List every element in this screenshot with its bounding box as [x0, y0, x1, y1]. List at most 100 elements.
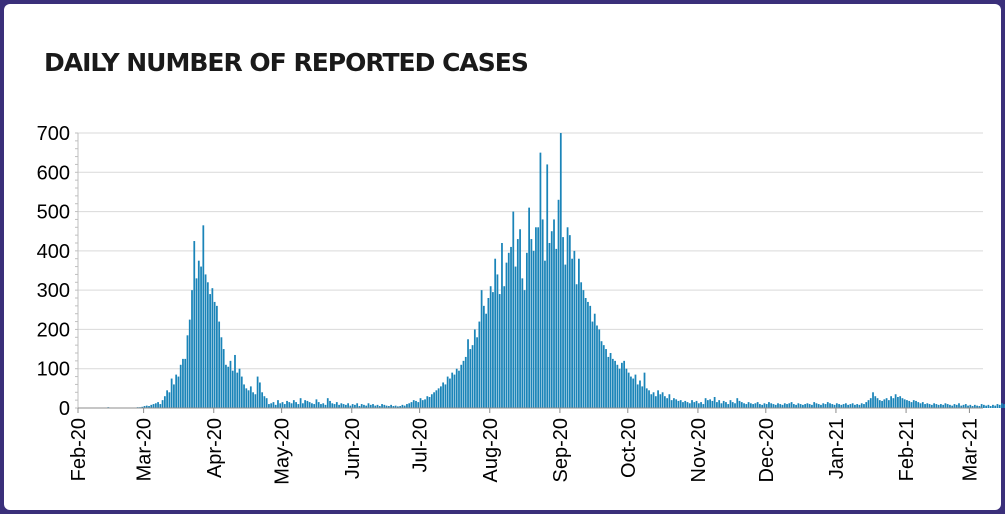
bar	[736, 398, 739, 408]
bar	[381, 404, 383, 408]
bar	[568, 235, 571, 408]
bar	[541, 219, 544, 408]
bar	[704, 398, 707, 408]
bar	[451, 372, 454, 408]
bar	[505, 262, 508, 408]
bars	[107, 133, 1005, 408]
bar	[256, 376, 259, 408]
bar	[562, 237, 564, 408]
bar	[779, 404, 782, 408]
x-tick-label: Mar-21	[959, 418, 981, 481]
bar	[937, 404, 940, 408]
bar	[804, 404, 807, 408]
bar	[272, 402, 275, 408]
x-tick-label: Dec-20	[756, 418, 778, 482]
bar	[901, 398, 904, 408]
bar	[998, 404, 1001, 408]
bar	[265, 398, 268, 408]
bar	[546, 164, 549, 408]
bar	[306, 400, 309, 408]
bar	[770, 403, 773, 408]
bar	[297, 404, 300, 408]
bar	[211, 288, 214, 408]
bar	[311, 403, 313, 408]
bar	[768, 402, 770, 408]
bar	[455, 368, 458, 408]
y-tick-label: 300	[37, 280, 70, 302]
bar	[202, 225, 205, 408]
bar	[729, 400, 732, 408]
bar	[953, 404, 956, 408]
bar	[874, 396, 877, 408]
bar	[910, 402, 913, 408]
bar	[589, 305, 592, 408]
bar	[340, 403, 343, 408]
bar	[682, 402, 684, 408]
bar	[435, 390, 438, 408]
bar	[693, 402, 696, 408]
bar	[822, 403, 825, 408]
bar	[960, 405, 963, 408]
bar	[564, 264, 567, 408]
bar	[967, 405, 969, 408]
bar	[734, 403, 736, 408]
bar	[971, 406, 974, 408]
bar	[958, 403, 960, 408]
bar	[559, 133, 562, 408]
bar	[512, 211, 515, 408]
bar	[720, 403, 723, 408]
bar	[786, 404, 788, 408]
bar	[501, 243, 503, 408]
bar	[412, 400, 415, 408]
bar	[415, 400, 417, 408]
bar	[802, 404, 804, 408]
bar	[333, 404, 336, 408]
bar	[453, 374, 456, 408]
bar	[161, 400, 164, 408]
bar	[1001, 403, 1003, 408]
bar	[992, 404, 994, 408]
bar	[360, 404, 363, 408]
bar	[150, 404, 153, 408]
bar	[860, 403, 863, 408]
bar	[996, 404, 999, 408]
bar	[740, 402, 743, 408]
bar	[994, 405, 997, 408]
bar	[322, 403, 325, 408]
bar	[695, 400, 698, 408]
bar	[528, 207, 530, 408]
bar	[915, 400, 917, 408]
bar	[532, 250, 535, 408]
x-tick-label: Aug-20	[480, 418, 502, 483]
bar	[930, 404, 933, 408]
bar	[295, 402, 297, 408]
bar	[582, 290, 585, 408]
bar	[444, 384, 447, 408]
bar	[191, 290, 193, 408]
bar	[618, 368, 621, 408]
bar	[919, 403, 922, 408]
bar	[799, 404, 802, 408]
bar	[840, 404, 843, 408]
bar	[571, 258, 573, 408]
y-tick-label: 100	[37, 359, 70, 381]
bar	[279, 403, 282, 408]
bar	[813, 402, 816, 408]
bar	[623, 360, 626, 408]
bar	[324, 404, 327, 408]
x-tick-label: Sep-20	[550, 418, 572, 483]
bar	[815, 403, 818, 408]
bar	[781, 404, 784, 408]
bar	[245, 388, 248, 408]
bar	[254, 394, 257, 408]
bar	[173, 384, 175, 408]
bar	[480, 290, 483, 408]
bar	[625, 368, 628, 408]
bar	[661, 392, 664, 408]
bar	[390, 404, 392, 408]
bar	[152, 404, 155, 408]
bar	[792, 404, 795, 408]
bar	[842, 404, 845, 408]
bar	[446, 376, 449, 408]
bar	[467, 339, 469, 408]
